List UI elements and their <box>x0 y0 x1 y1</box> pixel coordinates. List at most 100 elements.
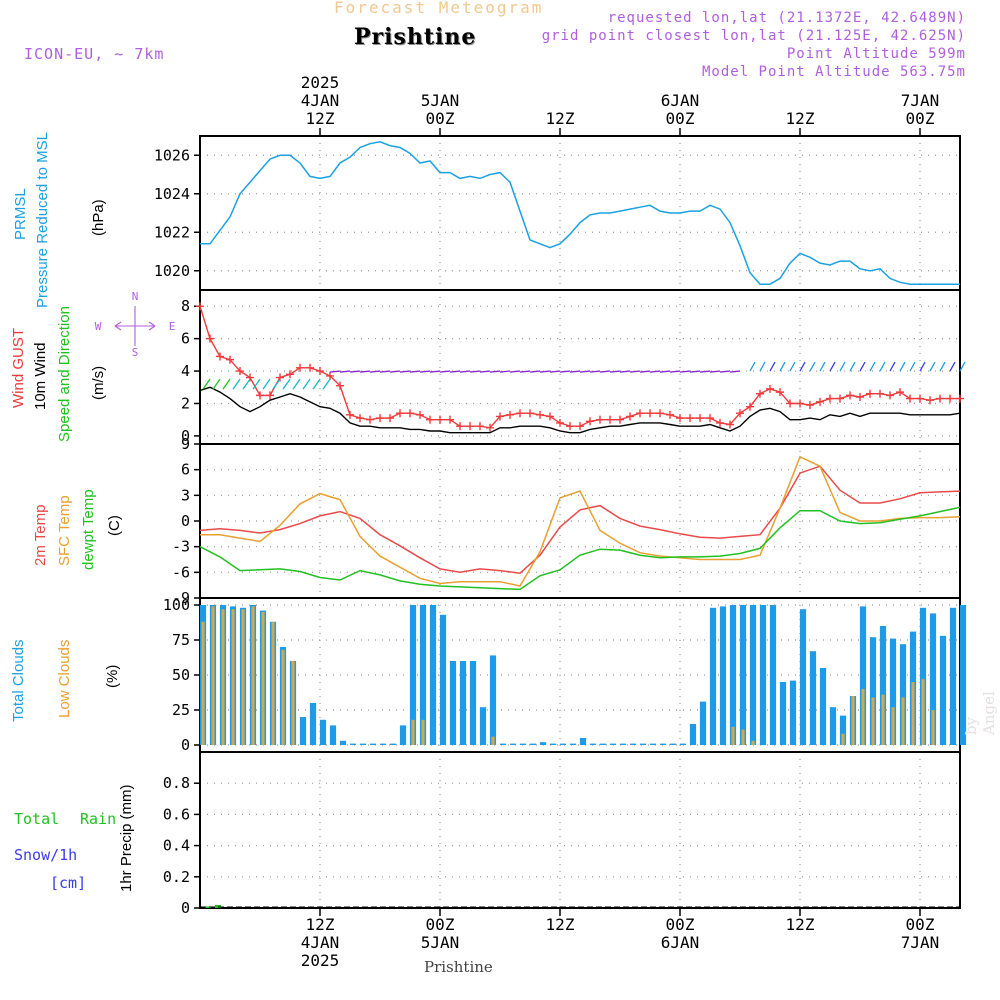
watermark: by Angel <box>962 691 998 735</box>
total-cloud-bar <box>529 743 537 745</box>
total-cloud-bar <box>669 743 677 745</box>
pressure-unit-text: (hPa) <box>90 199 107 236</box>
y-tick-label: 50 <box>172 666 190 684</box>
low-cloud-bar <box>421 719 425 745</box>
total-cloud-bar <box>399 725 407 745</box>
y-tick-label: 0.2 <box>163 868 190 886</box>
low-cloud-bar <box>201 621 205 745</box>
wind-direction-arrow <box>399 370 411 373</box>
wind-direction-arrow <box>242 378 251 390</box>
wind-direction-arrow <box>329 370 341 373</box>
gust-marker <box>916 394 924 403</box>
low-cloud-bar <box>271 621 275 745</box>
wind-direction-arrow <box>599 370 611 373</box>
wind-direction-arrow <box>809 361 816 372</box>
gust-marker <box>376 414 384 423</box>
low-cloud-bar <box>211 606 215 745</box>
low-cloud-bar <box>871 697 875 745</box>
wind-direction-arrow <box>829 361 836 372</box>
total-cloud-bar <box>699 701 707 745</box>
gust-marker <box>766 384 774 393</box>
point-altitude: Point Altitude 599m <box>786 46 966 62</box>
gust-marker <box>576 422 584 431</box>
top-time-label: 12Z <box>786 109 815 128</box>
y-tick-label: -3 <box>172 538 190 556</box>
wind-direction-arrow <box>889 361 896 372</box>
wind-direction-arrow <box>262 378 271 390</box>
total-cloud-bar <box>709 607 717 745</box>
temp-dewpt-label: dewpt Temp <box>80 489 97 570</box>
wind-direction-arrow <box>619 370 631 373</box>
dewpt-line <box>199 506 961 591</box>
total-clouds-label: Total Clouds <box>10 639 27 722</box>
gust-marker <box>316 367 324 376</box>
wind-direction-arrow <box>202 378 211 390</box>
wind-direction-arrow <box>629 370 641 373</box>
y-tick-label: 0.4 <box>163 837 190 855</box>
wind-direction-arrow <box>959 361 966 372</box>
wind-direction-arrow <box>322 378 331 390</box>
wind-direction-arrow <box>769 361 776 372</box>
wind-direction-arrow <box>789 361 796 372</box>
meteogram-title: Forecast Meteogram <box>334 0 544 17</box>
low-cloud-bar <box>851 696 855 745</box>
model-name: ICON-EU, ~ 7km <box>24 45 165 63</box>
gust-marker <box>216 352 224 361</box>
wind-gust-label: Wind GUST <box>10 328 27 408</box>
total-cloud-bar <box>919 607 927 745</box>
total-cloud-bar <box>419 605 427 745</box>
gust-marker <box>876 389 884 398</box>
wind-direction-arrow <box>859 361 866 372</box>
total-cloud-bar <box>349 743 357 745</box>
wind-dir-text: Speed and Direction <box>56 306 73 442</box>
panel-frame-pressure <box>199 135 961 291</box>
gust-line <box>199 305 960 429</box>
y-tick-label: 0 <box>181 427 190 445</box>
gust-marker <box>666 410 674 419</box>
total-cloud-bar <box>879 626 887 745</box>
total-cloud-bar <box>839 715 847 745</box>
total-cloud-bar <box>949 607 957 745</box>
y-tick-label: 75 <box>172 631 190 649</box>
wind-direction-arrow <box>272 378 281 390</box>
gust-marker <box>806 401 814 410</box>
total-cloud-bar <box>379 743 387 745</box>
total-cloud-bar <box>789 680 797 745</box>
total-cloud-bar <box>359 743 367 745</box>
gust-marker <box>716 418 724 427</box>
y-tick-label: 9 <box>181 435 190 453</box>
precip-unit-text: 1hr Precip (mm) <box>118 784 135 892</box>
wind-direction-arrow <box>609 370 621 373</box>
total-cloud-bar <box>729 605 737 745</box>
wind-direction-arrow <box>759 361 766 372</box>
gust-marker <box>296 363 304 372</box>
bottom-time-label: 00Z <box>666 915 695 934</box>
wind-direction-arrow <box>339 370 351 373</box>
gust-marker <box>566 422 574 431</box>
wind-direction-arrow <box>749 361 756 372</box>
low-cloud-bar <box>261 612 265 745</box>
gust-marker <box>796 399 804 408</box>
gust-marker <box>366 415 374 424</box>
y-tick-label: 0.6 <box>163 805 190 823</box>
gust-marker <box>336 381 344 390</box>
wind-direction-arrow <box>459 370 471 373</box>
wind-direction-arrow <box>549 370 561 373</box>
low-cloud-bar <box>731 726 735 745</box>
low-cloud-bar <box>841 733 845 745</box>
gust-marker <box>436 415 444 424</box>
wind-direction-arrow <box>729 370 741 373</box>
low-cloud-bar <box>231 609 235 745</box>
bottom-time-label: 4JAN <box>301 933 340 952</box>
wind-direction-arrow <box>719 370 731 373</box>
wind-direction-arrow <box>429 370 441 373</box>
gust-marker <box>696 414 704 423</box>
total-cloud-bar <box>719 606 727 745</box>
total-cloud-bar <box>779 682 787 745</box>
panel-frame-precip <box>199 751 961 909</box>
wind-direction-arrow <box>929 361 936 372</box>
precip-snow-text: Snow/1h <box>14 846 78 864</box>
compass-n: N <box>132 290 139 303</box>
wind-direction-arrow <box>232 378 241 390</box>
total-cloud-bar <box>369 743 377 745</box>
